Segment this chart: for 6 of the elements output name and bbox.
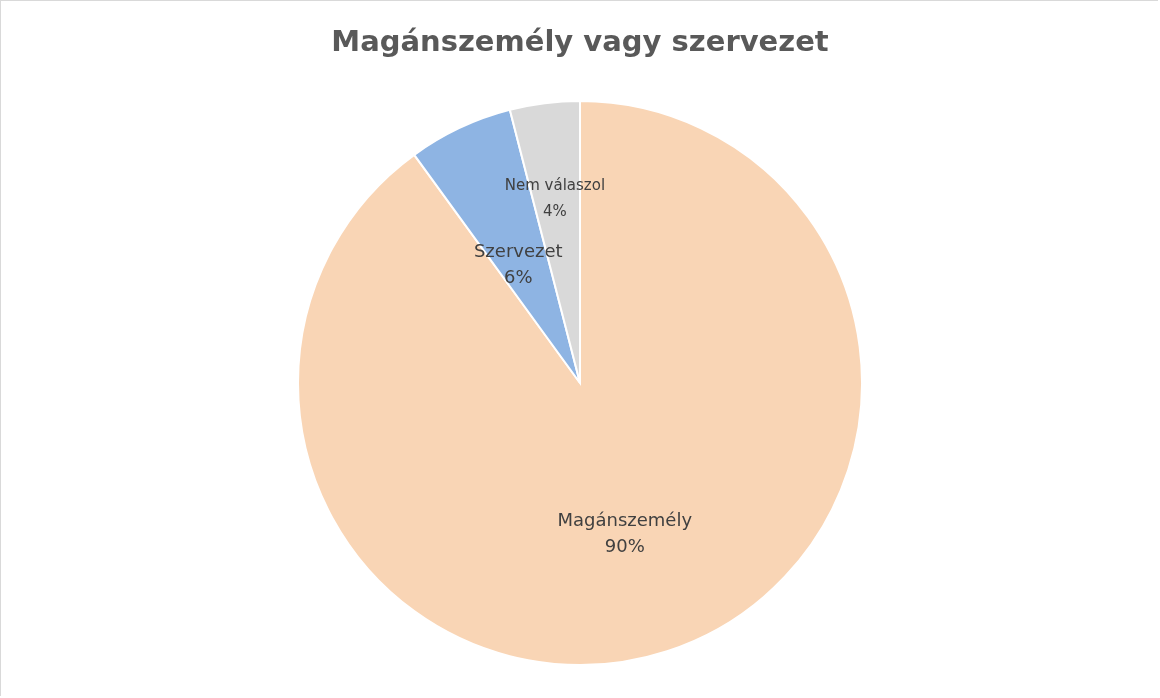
data-label: 90%	[604, 534, 645, 556]
slice-label: Magánszemély	[557, 508, 693, 530]
chart-title: Magánszemély vagy szervezet	[331, 24, 829, 58]
data-label: 4%	[543, 201, 567, 220]
data-label: 6%	[503, 265, 533, 287]
pie-slice	[297, 100, 863, 666]
